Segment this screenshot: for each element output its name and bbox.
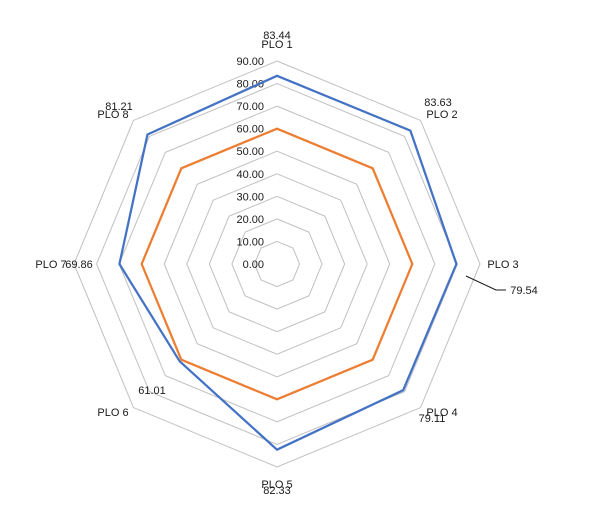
data-label: 69.86 xyxy=(65,259,93,271)
data-label: 79.11 xyxy=(419,413,446,425)
grid-ring xyxy=(186,173,368,355)
tick-label: 70.00 xyxy=(236,101,264,113)
tick-label: 20.00 xyxy=(236,214,264,226)
category-label: PLO 4 xyxy=(426,407,457,419)
tick-label: 30.00 xyxy=(236,191,264,203)
grid-ring xyxy=(231,218,323,310)
data-label: 83.63 xyxy=(424,97,452,109)
grid-ring xyxy=(96,83,458,445)
tick-label: 0.00 xyxy=(243,259,264,271)
series-line-2 xyxy=(140,127,414,401)
grid-ring xyxy=(118,105,436,423)
grid-ring xyxy=(163,150,391,378)
category-label: PLO 6 xyxy=(97,407,128,419)
series-line-1 xyxy=(118,74,458,451)
data-label: 79.54 xyxy=(510,285,538,297)
tick-label: 40.00 xyxy=(236,169,264,181)
data-label-leader-line xyxy=(465,275,506,291)
category-label: PLO 3 xyxy=(487,259,518,271)
category-label: PLO 1 xyxy=(261,39,292,51)
data-label: 81.21 xyxy=(105,101,133,113)
category-label: PLO 2 xyxy=(426,109,457,121)
grid-ring xyxy=(208,195,346,333)
data-label: 83.44 xyxy=(263,30,291,42)
tick-label: 80.00 xyxy=(236,79,264,91)
grid-ring xyxy=(141,128,413,400)
category-label: PLO 7 xyxy=(35,259,66,271)
grid-ring xyxy=(253,240,301,288)
tick-label: 10.00 xyxy=(236,236,264,248)
tick-label: 90.00 xyxy=(236,56,264,68)
data-label: 61.01 xyxy=(138,385,166,397)
category-label: PLO 5 xyxy=(261,479,292,491)
tick-label: 60.00 xyxy=(236,124,264,136)
tick-label: 50.00 xyxy=(236,146,264,158)
data-label: 82.33 xyxy=(263,485,291,497)
grid-ring xyxy=(73,60,481,468)
category-label: PLO 8 xyxy=(97,109,128,121)
